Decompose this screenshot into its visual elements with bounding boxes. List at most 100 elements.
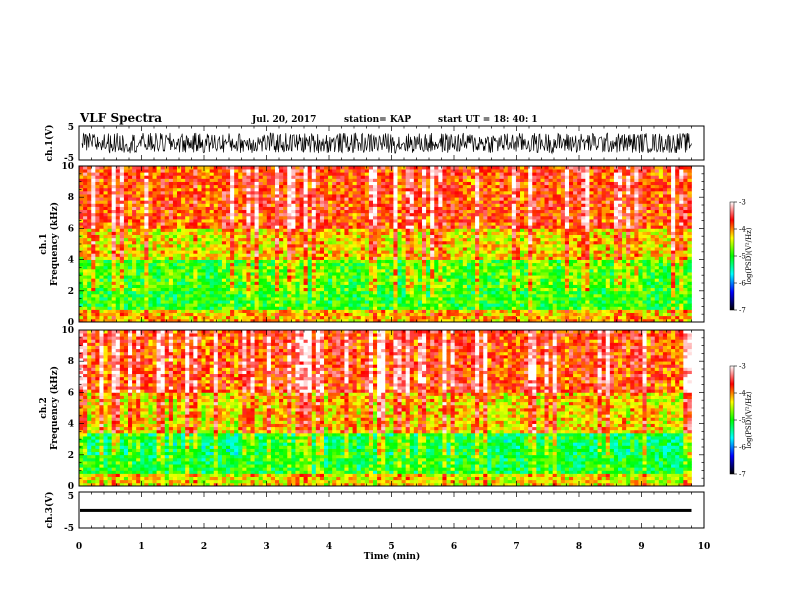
spectrogram-cell [556,315,562,320]
spectrogram-cell [332,234,337,239]
spectrogram-cell [193,306,198,310]
spectrogram-cell [397,293,402,298]
spectrogram-cell [430,315,435,320]
spectrogram-cell [352,265,358,270]
spectrogram-cell [177,290,182,295]
spectrogram-cell [119,231,125,235]
spectrogram-cell [426,253,431,257]
spectrogram-cell [152,240,157,245]
spectrogram-cell [540,303,545,307]
spectrogram-cell [201,219,206,223]
spectrogram-cell [128,297,133,301]
spectrogram-cell [564,228,570,232]
spectrogram-cell [213,247,219,251]
spectrogram-cell [618,237,623,242]
spectrogram-cell [593,268,598,273]
spectrogram-cell [266,253,272,257]
spectrogram-cell [344,244,349,248]
spectrogram-cell [319,225,325,229]
spectrogram-cell [593,244,598,248]
spectrogram-cell [368,306,374,310]
spectrogram-cell [144,293,149,298]
spectrogram-cell [311,281,317,285]
spectrogram-cell [667,228,672,232]
spectrogram-cell [119,228,125,232]
spectrogram-cell [291,275,296,279]
spectrogram-cell [646,312,652,317]
spectrogram-cell [262,275,268,279]
spectrogram-cell [654,250,660,254]
spectrogram-cell [511,237,517,242]
spectrogram-cell [295,244,300,248]
header-station: station= KAP [344,115,411,125]
spectrogram-cell [577,312,582,317]
spectrogram-cell [544,259,549,264]
spectrogram-cell [132,290,137,295]
spectrogram-cell [409,234,415,239]
ch1-waveform-line [81,132,692,155]
spectrogram-cell [136,234,141,239]
spectrogram-cell [662,297,668,301]
spectrogram-cell [560,300,566,304]
spectrogram-cell [377,293,382,298]
spectrogram-cell [103,306,108,310]
spectrogram-cell [581,278,586,282]
spectrogram-cell [303,300,309,304]
spectrogram-cell [654,272,660,276]
spectrogram-cell [540,290,545,295]
spectrogram-cell [487,268,492,273]
spectrogram-cell [238,309,243,313]
spectrogram-cell [160,275,166,279]
spectrogram-cell [446,287,451,292]
spectrogram-cell [177,268,182,273]
spectrogram-cell [164,272,170,276]
spectrogram-cell [279,275,284,279]
spectrogram-cell [687,231,692,235]
spectrogram-cell [642,225,647,229]
spectrogram-cell [442,297,447,301]
spectrogram-cell [144,247,149,251]
spectrogram-cell [597,318,603,323]
spectrogram-cell [564,240,570,245]
spectrogram-cell [352,262,358,267]
spectrogram-cell [417,290,423,295]
spectrogram-cell [430,297,435,301]
spectrogram-cell [168,315,174,320]
spectrogram-cell [569,275,574,279]
spectrogram-cell [172,297,178,301]
spectrogram-cell [434,315,439,320]
spectrogram-cell [221,231,227,235]
spectrogram-cell [185,228,190,232]
spectrogram-cell [83,297,88,301]
spectrogram-cell [605,315,611,320]
spectrogram-cell [675,253,680,257]
spectrogram-cell [393,219,398,223]
spectrogram-cell [250,278,255,282]
spectrogram-cell [87,268,92,273]
spectrogram-cell [675,272,680,276]
spectrogram-cell [303,259,309,264]
spectrogram-cell [466,278,472,282]
spectrogram-cell [552,228,558,232]
spectrogram-cell [560,262,566,267]
spectrogram-cell [479,306,484,310]
spectrogram-cell [234,306,239,310]
spectrogram-cell [197,281,202,285]
spectrogram-cell [458,300,464,304]
spectrogram-cell [111,293,117,298]
spectrogram-cell [152,318,157,323]
spectrogram-cell [450,293,456,298]
spectrogram-cell [87,297,92,301]
spectrogram-cell [87,284,92,289]
spectrogram-cell [556,281,562,285]
spectrogram-cell [99,278,104,282]
spectrogram-cell [303,253,309,257]
spectrogram-cell [177,287,182,292]
spectrogram-cell [556,300,562,304]
spectrogram-cell [107,265,113,270]
spectrogram-cell [164,234,170,239]
spectrogram-cell [336,318,341,323]
spectrogram-cell [532,297,537,301]
spectrogram-cell [185,290,190,295]
spectrogram-cell [152,290,157,295]
